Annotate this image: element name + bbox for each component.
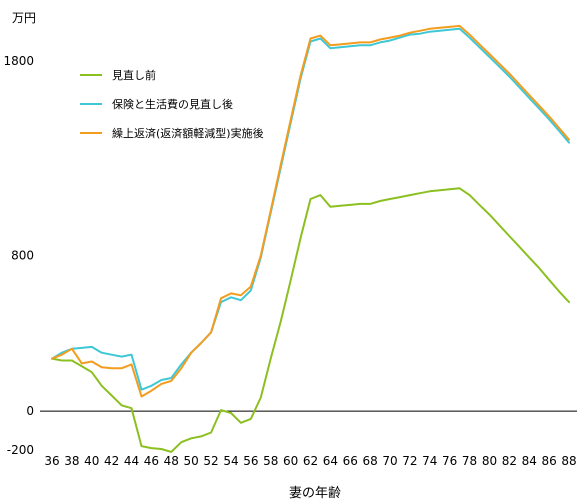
x-tick-label: 72 bbox=[402, 454, 417, 468]
y-tick-label: 1800 bbox=[3, 54, 34, 68]
x-tick-label: 44 bbox=[124, 454, 139, 468]
legend-label-1: 見直し前 bbox=[112, 68, 156, 82]
x-axis-ticks: 36 38 40 42 44 46 48 50 52 54 56 58 60 62 64 66 68 70 72 74… bbox=[44, 454, 576, 468]
y-tick-label: 0 bbox=[26, 404, 34, 418]
x-tick-label: 60 bbox=[283, 454, 298, 468]
x-tick-label: 86 bbox=[541, 454, 556, 468]
x-tick-label: 52 bbox=[203, 454, 218, 468]
x-tick-label: 36 bbox=[44, 454, 59, 468]
x-tick-label: 56 bbox=[243, 454, 258, 468]
x-tick-label: 46 bbox=[144, 454, 159, 468]
y-tick-label: 800 bbox=[11, 248, 34, 262]
x-tick-label: 42 bbox=[104, 454, 119, 468]
x-axis-title: 妻の年齢 bbox=[289, 486, 341, 501]
x-tick-label: 80 bbox=[482, 454, 497, 468]
x-tick-label: 84 bbox=[522, 454, 537, 468]
x-tick-label: 70 bbox=[382, 454, 397, 468]
x-tick-label: 58 bbox=[263, 454, 278, 468]
series-lines bbox=[51, 24, 570, 453]
series-line-3 bbox=[51, 24, 570, 398]
x-tick-label: 82 bbox=[502, 454, 517, 468]
x-tick-label: 74 bbox=[422, 454, 437, 468]
y-axis-ticks: -200 0 800 1800 bbox=[3, 54, 34, 457]
x-tick-label: 78 bbox=[462, 454, 477, 468]
x-tick-label: 48 bbox=[164, 454, 179, 468]
x-tick-label: 66 bbox=[343, 454, 358, 468]
series-line-1 bbox=[51, 187, 570, 453]
legend-label-2: 保険と生活費の見直し後 bbox=[112, 97, 233, 111]
x-tick-label: 88 bbox=[561, 454, 576, 468]
x-tick-label: 38 bbox=[64, 454, 79, 468]
x-tick-label: 50 bbox=[184, 454, 199, 468]
y-tick-label: -200 bbox=[7, 443, 34, 457]
x-tick-label: 40 bbox=[84, 454, 99, 468]
x-tick-label: 54 bbox=[223, 454, 238, 468]
x-tick-label: 68 bbox=[363, 454, 378, 468]
legend-label-3: 繰上返済(返済額軽減型)実施後 bbox=[112, 126, 264, 140]
x-tick-label: 62 bbox=[303, 454, 318, 468]
x-tick-label: 64 bbox=[323, 454, 338, 468]
y-unit-label: 万円 bbox=[12, 11, 36, 25]
x-tick-label: 76 bbox=[442, 454, 457, 468]
